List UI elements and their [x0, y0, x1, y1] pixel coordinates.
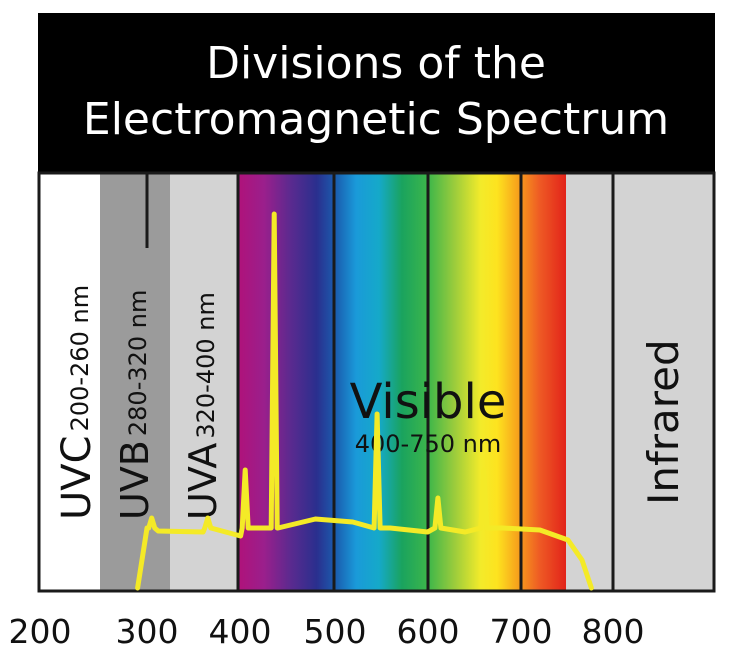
title-bar — [38, 13, 715, 173]
visible-label: Visible — [350, 374, 507, 430]
tick-label: 200 — [8, 612, 72, 651]
tick-label: 400 — [208, 612, 272, 651]
tick-label: 500 — [303, 612, 367, 651]
svg-text:Infrared: Infrared — [639, 339, 688, 505]
uva-name: UVA — [181, 443, 225, 520]
tick-label: 600 — [396, 612, 460, 651]
uvb-label: UVB 280-320 nm — [113, 290, 157, 520]
uvc-band — [40, 173, 100, 590]
uvb-name: UVB — [113, 440, 157, 520]
title-line-1: Divisions of the — [206, 38, 546, 89]
visible-band — [238, 173, 566, 590]
near-infrared-band — [566, 173, 613, 590]
infrared-band — [613, 173, 713, 590]
uvc-name: UVC — [54, 435, 100, 520]
svg-text:UVB280-320 nm: UVB 280-320 nm — [113, 290, 157, 520]
uva-label: UVA 320-400 nm — [181, 292, 225, 520]
chart-frame — [37, 171, 716, 593]
emission-curve — [135, 211, 594, 591]
uva-band — [170, 173, 238, 590]
svg-text:UVC200-260 nm: UVC 200-260 nm — [54, 285, 100, 520]
uvb-band — [100, 173, 170, 590]
tick-label: 800 — [581, 612, 645, 651]
uvb-range: 280-320 nm — [124, 290, 152, 437]
tick-label: 300 — [115, 612, 179, 651]
uva-range: 320-400 nm — [192, 292, 220, 439]
svg-text:UVA320-400 nm: UVA 320-400 nm — [181, 292, 225, 520]
tick-label: 700 — [489, 612, 553, 651]
uvc-label: UVC 200-260 nm — [54, 285, 100, 520]
uvc-range: 200-260 nm — [66, 285, 94, 432]
infrared-label: Infrared — [639, 339, 688, 505]
title-line-2: Electromagnetic Spectrum — [83, 94, 669, 145]
